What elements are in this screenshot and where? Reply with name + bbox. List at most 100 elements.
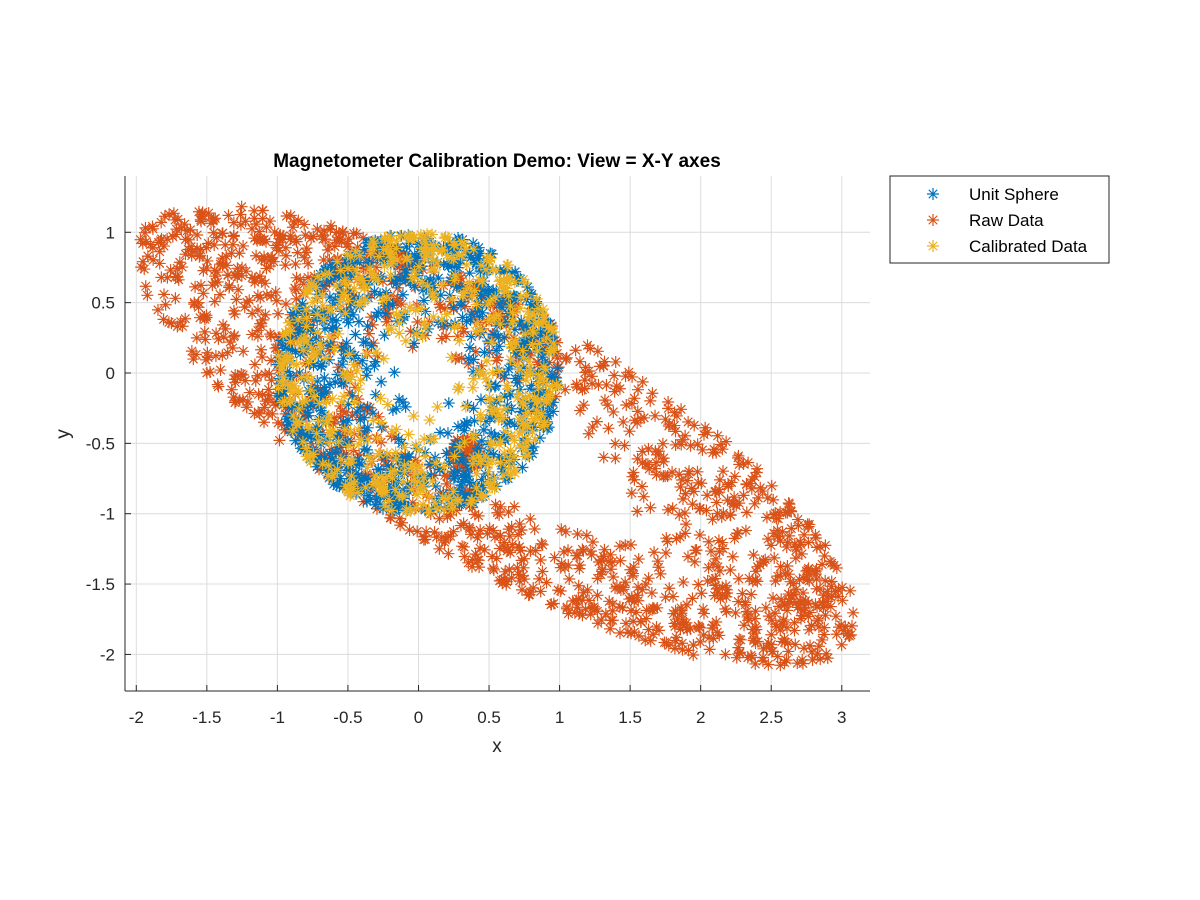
- data-point: [794, 603, 807, 616]
- data-point: [284, 395, 297, 408]
- data-point: [356, 274, 369, 287]
- data-point: [324, 455, 337, 468]
- data-point: [501, 383, 514, 396]
- data-point: [636, 456, 649, 469]
- data-point: [463, 341, 476, 354]
- data-point: [323, 274, 336, 287]
- data-point: [178, 218, 191, 231]
- data-point: [515, 314, 528, 327]
- data-point: [638, 411, 651, 424]
- data-point: [497, 428, 510, 441]
- data-point: [384, 269, 397, 282]
- data-point: [728, 532, 741, 545]
- data-point: [422, 322, 435, 335]
- data-point: [482, 291, 495, 304]
- data-point: [790, 543, 803, 556]
- data-point: [797, 586, 810, 599]
- data-point: [263, 389, 276, 402]
- data-point: [545, 330, 558, 343]
- data-point: [453, 248, 466, 261]
- data-point: [284, 371, 297, 384]
- data-point: [292, 385, 305, 398]
- data-point: [360, 369, 373, 382]
- data-point: [134, 233, 147, 246]
- data-point: [291, 246, 304, 259]
- data-point: [503, 563, 516, 576]
- data-point: [423, 414, 436, 427]
- data-point: [151, 303, 164, 316]
- data-point: [580, 529, 593, 542]
- data-point: [255, 253, 268, 266]
- data-point: [673, 468, 686, 481]
- data-point: [701, 574, 714, 587]
- data-point: [675, 604, 688, 617]
- data-point: [284, 209, 297, 222]
- data-point: [489, 291, 502, 304]
- data-point: [386, 299, 399, 312]
- data-point: [411, 475, 424, 488]
- data-point: [472, 252, 485, 265]
- data-point: [668, 620, 681, 633]
- data-point: [374, 254, 387, 267]
- data-point: [659, 470, 672, 483]
- data-point: [668, 406, 681, 419]
- data-point: [350, 264, 363, 277]
- data-point: [770, 512, 783, 525]
- data-point: [739, 524, 752, 537]
- data-point: [302, 257, 315, 270]
- data-point: [560, 601, 573, 614]
- data-point: [299, 394, 312, 407]
- data-point: [379, 307, 392, 320]
- data-point: [524, 363, 537, 376]
- data-point: [528, 523, 541, 536]
- data-point: [449, 268, 462, 281]
- data-point: [425, 263, 438, 276]
- data-point: [293, 403, 306, 416]
- data-point: [408, 248, 421, 261]
- data-point: [489, 264, 502, 277]
- data-point: [439, 492, 452, 505]
- data-point: [320, 417, 333, 430]
- data-point: [703, 631, 716, 644]
- data-point: [163, 208, 176, 221]
- data-point: [551, 362, 564, 375]
- data-point: [456, 322, 469, 335]
- data-point: [742, 456, 755, 469]
- data-point: [554, 584, 567, 597]
- data-point: [819, 539, 832, 552]
- data-point: [708, 589, 721, 602]
- legend-entry-label: Raw Data: [969, 211, 1044, 230]
- data-point: [279, 241, 292, 254]
- data-point: [419, 321, 432, 334]
- data-point: [765, 479, 778, 492]
- data-point: [352, 438, 365, 451]
- data-point: [662, 639, 675, 652]
- data-point: [343, 440, 355, 453]
- data-point: [427, 238, 440, 251]
- data-point: [254, 317, 267, 330]
- data-point: [702, 535, 715, 548]
- data-point: [610, 580, 623, 593]
- data-point: [354, 401, 367, 414]
- data-point: [542, 391, 555, 404]
- data-point: [785, 522, 798, 535]
- data-point: [368, 360, 381, 373]
- data-point: [290, 415, 303, 428]
- data-point: [323, 331, 336, 344]
- data-point: [809, 565, 822, 578]
- data-point: [179, 312, 192, 325]
- data-point: [365, 267, 378, 280]
- data-point: [470, 298, 483, 311]
- data-point: [294, 399, 307, 412]
- data-point: [251, 234, 264, 247]
- data-point: [390, 294, 403, 307]
- data-point: [461, 459, 474, 472]
- data-point: [536, 565, 549, 578]
- data-point: [619, 370, 632, 383]
- legend-entry: Raw Data: [927, 211, 1044, 230]
- data-point: [337, 415, 350, 428]
- data-point: [159, 298, 172, 311]
- data-point: [756, 651, 769, 664]
- data-point: [496, 310, 509, 323]
- data-point: [281, 413, 294, 426]
